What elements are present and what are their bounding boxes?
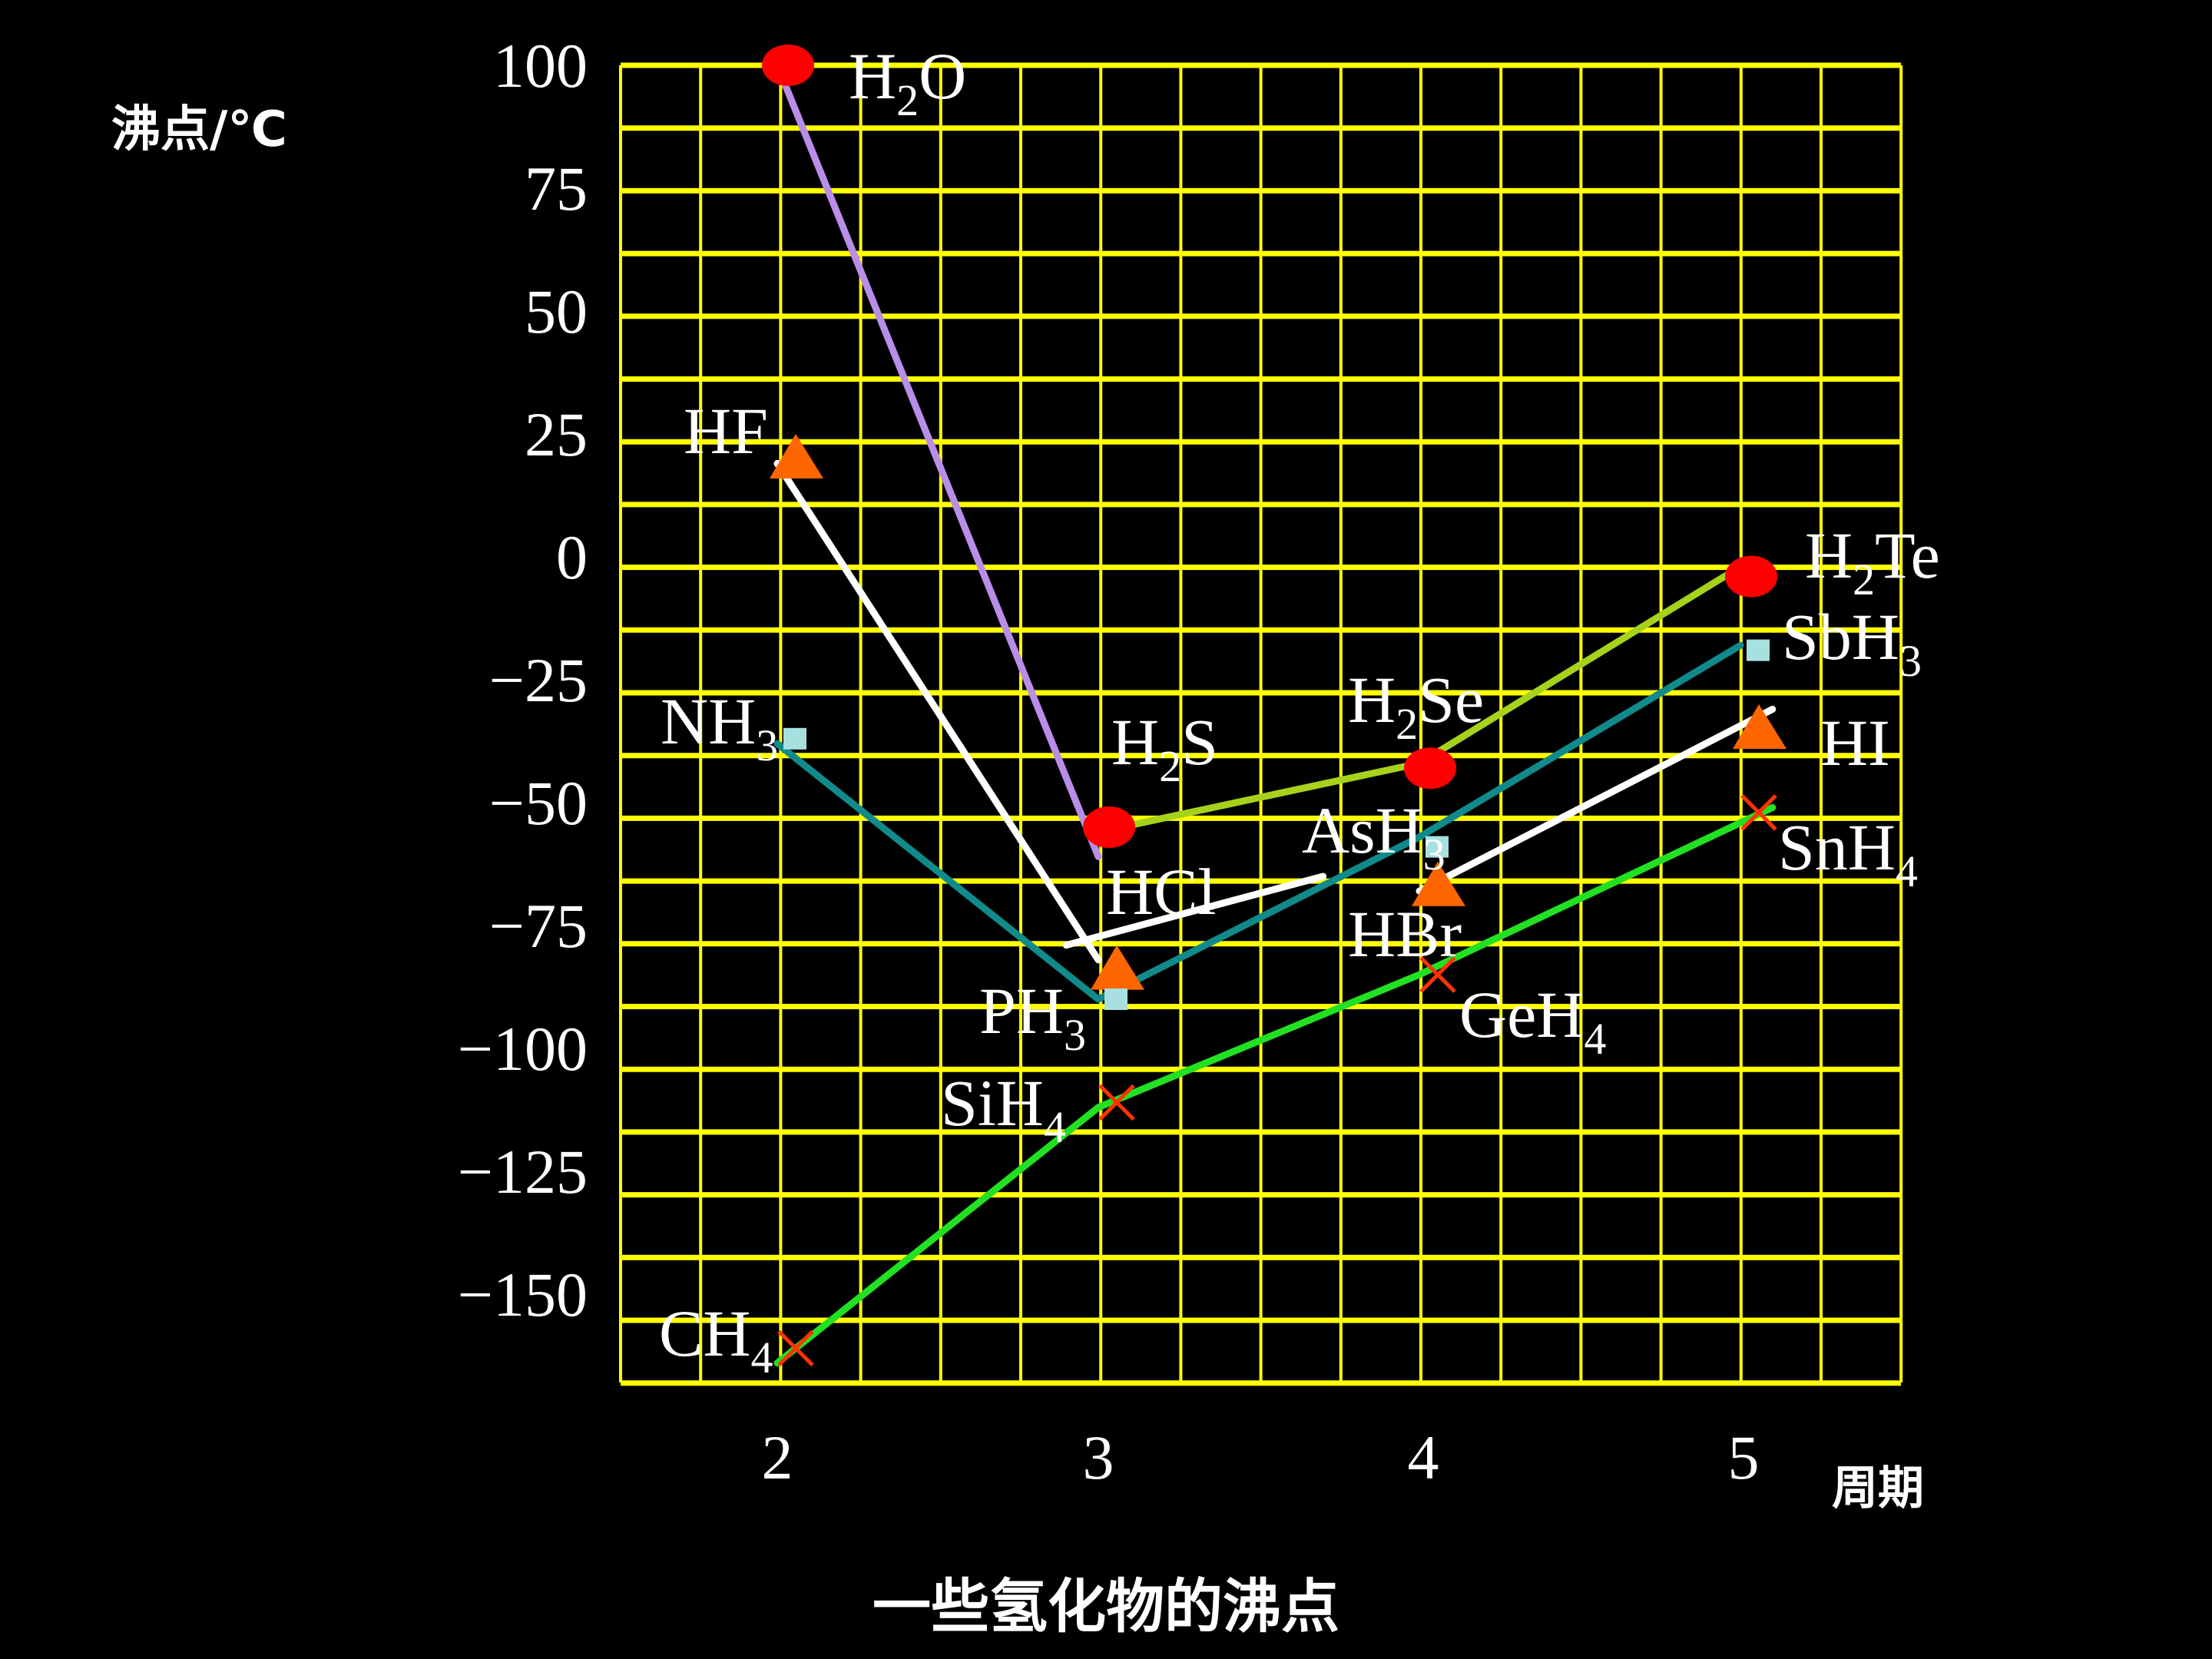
point-label-NH3: NH3 [661, 684, 778, 770]
grid [619, 62, 1903, 1386]
point-H2O [762, 45, 814, 86]
point-label-SnH4: SnH4 [1778, 810, 1918, 896]
point-CH4 [777, 1330, 814, 1367]
point-labels: H2O H2S H2Se H2Te HF HCl HBr HI NH3 PH3 AsH3 SbH3 CH… [659, 39, 1940, 1382]
y-axis-ticks: 100 75 50 25 0 −25 −50 −75 −100 −125 −150 [458, 31, 588, 1330]
point-SnH4 [1740, 794, 1777, 831]
point-HI [1733, 704, 1786, 749]
point-label-HCl: HCl [1106, 855, 1216, 929]
y-tick-label: −75 [489, 891, 588, 961]
series-line-group17 [1416, 705, 1777, 895]
point-label-SiH4: SiH4 [941, 1066, 1066, 1152]
y-axis-title: 沸点/℃ [111, 101, 287, 158]
x-tick-label: 4 [1408, 1422, 1439, 1492]
point-label-AsH3: AsH3 [1302, 793, 1445, 879]
point-label-GeH4: GeH4 [1459, 978, 1606, 1064]
point-HBr [1412, 861, 1465, 906]
series-line-group14 [773, 803, 1777, 1367]
chart-title: 一些氢化物的沸点 [873, 1572, 1339, 1641]
point-H2S [1083, 806, 1135, 848]
y-tick-label: −50 [489, 768, 588, 838]
point-H2Se [1404, 747, 1456, 790]
point-label-HBr: HBr [1348, 897, 1462, 971]
y-tick-label: −125 [458, 1137, 588, 1207]
series-line-group17 [773, 459, 1102, 964]
point-PH3 [1104, 988, 1128, 1010]
x-tick-label: 2 [762, 1422, 793, 1492]
point-H2Te [1725, 555, 1777, 598]
x-tick-label: 5 [1728, 1422, 1760, 1492]
point-label-HF: HF [684, 394, 768, 468]
point-label-SbH3: SbH3 [1782, 600, 1922, 686]
y-tick-label: 25 [525, 399, 588, 469]
y-tick-label: 0 [556, 522, 588, 592]
series-line-group17 [1062, 873, 1327, 949]
point-SbH3 [1747, 639, 1770, 661]
y-tick-label: −100 [458, 1014, 588, 1084]
point-HCl [1091, 945, 1144, 990]
series-line-group16 [773, 61, 1102, 860]
point-GeH4 [1419, 956, 1456, 993]
point-label-PH3: PH3 [979, 974, 1086, 1060]
x-tick-label: 3 [1083, 1422, 1114, 1492]
y-tick-label: 75 [525, 154, 588, 224]
x-axis-ticks: 2 3 4 5 [762, 1422, 1760, 1492]
point-label-H2S: H2S [1111, 705, 1218, 791]
y-tick-label: 100 [493, 31, 588, 101]
y-tick-label: −150 [458, 1260, 588, 1330]
point-label-HI: HI [1820, 706, 1890, 780]
series-lines [773, 61, 1777, 1367]
point-label-H2Se: H2Se [1348, 663, 1484, 749]
y-tick-label: 50 [525, 276, 588, 346]
point-HF [770, 434, 823, 478]
point-NH3 [783, 727, 806, 750]
series-line-group15 [773, 641, 1744, 1003]
point-label-H2Te: H2Te [1805, 518, 1940, 604]
x-axis-title: 周期 [1832, 1462, 1924, 1515]
point-AsH3 [1426, 836, 1449, 858]
y-tick-label: −25 [489, 645, 588, 715]
point-label-CH4: CH4 [659, 1296, 773, 1382]
point-label-H2O: H2O [849, 39, 966, 125]
data-points [762, 45, 1786, 1367]
point-SiH4 [1098, 1084, 1135, 1121]
